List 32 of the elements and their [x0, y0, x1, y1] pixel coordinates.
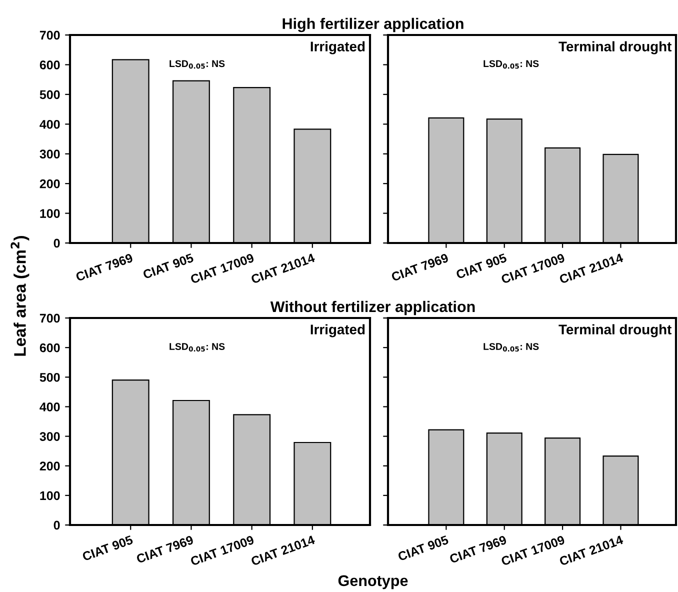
y-tick-label: 0 [54, 238, 60, 248]
y-tick-label: 300 [40, 150, 60, 159]
y-tick-label: 100 [40, 209, 60, 218]
x-tick-label: CIAT 7969 [75, 253, 134, 282]
y-tick-label: 600 [40, 60, 60, 70]
y-axis-title: Leaf area (cm$^{2}$) [10, 236, 30, 356]
annotation: LSD$_{0.05}$: NS [484, 343, 539, 352]
annotation: Terminal drought [558, 41, 672, 54]
x-tick-label: CIAT 905 [397, 535, 449, 562]
y-tick-label: 400 [40, 402, 60, 412]
y-tick-label: 700 [40, 314, 60, 323]
chart-title: High fertilizer application [282, 18, 464, 32]
y-tick-label: 600 [40, 343, 60, 352]
annotation: Irrigated [310, 324, 365, 338]
y-tick-label: 400 [40, 120, 60, 129]
annotation: LSD$_{0.05}$: NS [170, 343, 225, 352]
y-tick-label: 500 [40, 372, 60, 382]
y-tick-label: 300 [40, 432, 60, 441]
annotation: LSD$_{0.05}$: NS [170, 60, 225, 69]
x-tick-label: CIAT 7969 [390, 253, 449, 282]
y-tick-label: 700 [40, 30, 60, 40]
y-tick-label: 100 [40, 491, 60, 500]
y-tick-label: 200 [40, 462, 60, 471]
x-axis-title: Genotype [338, 575, 408, 590]
annotation: LSD$_{0.05}$: NS [484, 60, 539, 69]
annotation: Terminal drought [558, 324, 672, 338]
y-tick-label: 0 [54, 520, 60, 530]
x-tick-label: CIAT 905 [82, 535, 134, 562]
y-tick-label: 500 [40, 90, 60, 100]
annotation: Irrigated [310, 41, 365, 54]
y-tick-label: 200 [40, 179, 60, 188]
chart-title: Without fertilizer application [270, 300, 475, 316]
